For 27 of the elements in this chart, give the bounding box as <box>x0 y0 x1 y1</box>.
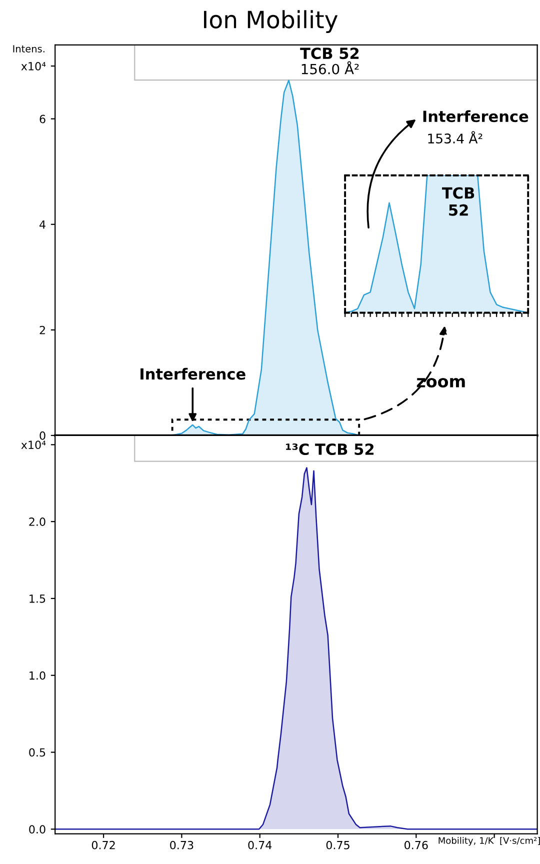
x-axis-title: Mobility, 1/K [V·s/cm²] <box>438 836 540 846</box>
y-tick-label: 4 <box>40 220 46 229</box>
x-tick-label: 0.74 <box>248 840 272 850</box>
annotation: TCB 52 <box>442 187 474 216</box>
x-tick-label: 0.76 <box>404 840 428 850</box>
annotation: Interference <box>423 110 528 122</box>
chart-title: Ion Mobility <box>204 10 338 34</box>
y-axis-title: Intens. <box>13 45 44 52</box>
y-tick-label: 1.5 <box>30 594 46 603</box>
y-tick-label: 2.0 <box>29 518 46 526</box>
y-tick-label: 6 <box>40 114 46 124</box>
annotation: TCB 52 <box>300 48 359 60</box>
annotation: 153.4 Å² <box>428 131 482 144</box>
y-tick-label: 2 <box>40 326 45 334</box>
y-tick-label: 0.5 <box>29 748 46 757</box>
annotation: Interference <box>140 368 246 380</box>
y-tick-label: 1.0 <box>30 671 46 680</box>
y-tick-label: x10⁴ <box>21 440 46 450</box>
x-tick-label: 0.73 <box>170 840 194 850</box>
annotation: ¹³C TCB 52 <box>286 443 374 456</box>
y-tick-label: 0.0 <box>29 825 46 834</box>
annotation: zoom <box>416 378 465 388</box>
annotation: 156.0 Å² <box>302 61 359 74</box>
y-tick-label: x10⁴ <box>21 62 46 70</box>
y-tick-label: 0 <box>40 431 46 440</box>
x-tick-label: 0.72 <box>92 840 115 850</box>
x-tick-label: 0.75 <box>326 840 350 850</box>
